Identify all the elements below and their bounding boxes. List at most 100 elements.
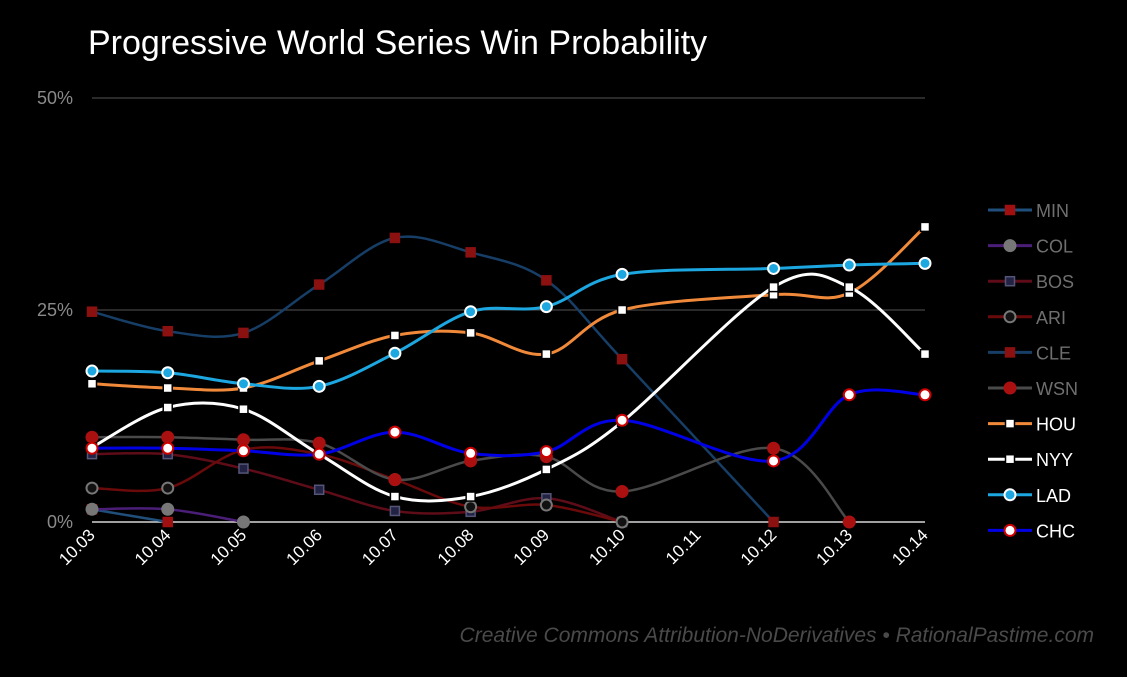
legend-label: LAD [1036,486,1071,506]
legend-marker [1004,204,1016,216]
data-point-lad [767,261,781,275]
legend-label: CHC [1036,521,1075,541]
data-point-nyy [162,402,173,413]
data-point-hou [162,382,173,394]
data-point-nyy [844,281,855,293]
data-point-wsn [236,433,250,447]
data-point-lad [464,305,478,319]
legend-marker [1003,488,1017,502]
x-tick-label: 10.07 [358,525,402,569]
data-point-bos [238,463,249,474]
legend-label: NYY [1036,450,1073,470]
data-point-lad [161,366,175,380]
data-point-cle [313,279,325,290]
x-tick-label: 10.05 [207,525,251,569]
y-tick-label: 0% [47,512,73,532]
data-point-cle [768,516,779,528]
y-axis-ticks: 0% 25% 50% [37,88,73,532]
legend-item-cle[interactable]: CLE [988,343,1071,363]
chart-title: Progressive World Series Win Probability [88,24,707,62]
legend-label: HOU [1036,415,1076,435]
x-tick-label: 10.13 [813,525,857,569]
data-point-bos [313,484,325,496]
data-point-lad [388,346,402,360]
x-tick-label: 10.08 [434,525,478,569]
credit-text: Creative Commons Attribution-NoDerivativ… [460,624,1094,647]
data-point-wsn [842,515,856,529]
legend[interactable]: MIN COL BOS ARI CLE WSN HOU NYY LAD CHC [988,201,1078,541]
legend-label: WSN [1036,379,1078,399]
data-point-chc [464,446,478,460]
series-lad [85,256,932,393]
legend-item-min[interactable]: MIN [988,201,1069,221]
series-line-nyy [91,272,926,503]
data-point-hou [86,378,98,390]
series-line-hou [91,225,926,392]
series-line-chc [91,388,926,463]
data-point-ari [539,498,553,512]
y-tick-label: 50% [37,88,73,108]
x-tick-label: 10.10 [585,525,629,569]
x-tick-label: 10.06 [282,525,326,569]
data-point-lad [236,377,250,391]
data-point-cle [162,325,173,337]
data-point-ari [615,515,629,529]
legend-item-wsn[interactable]: WSN [988,379,1078,399]
x-axis-ticks: 10.03 10.04 10.05 10.06 10.07 10.08 10.09 10.10… [55,525,932,569]
legend-marker [1004,453,1016,465]
data-point-chc [539,445,553,459]
data-point-chc [767,454,781,468]
series-line-bos [91,451,623,524]
data-point-wsn [161,430,175,444]
legend-label: MIN [1036,201,1069,221]
legend-item-ari[interactable]: ARI [988,308,1066,328]
data-point-chc [161,441,175,455]
data-point-hou [616,304,628,316]
legend-marker [1003,310,1017,324]
data-point-wsn [312,436,326,450]
data-point-nyy [768,281,779,293]
data-point-hou [541,348,552,360]
data-point-col [236,515,250,529]
data-point-chc [85,441,99,455]
data-point-chc [312,447,326,461]
data-point-lad [842,258,856,272]
series-line-ari [91,446,623,524]
legend-marker [1003,523,1017,537]
data-point-nyy [389,491,401,502]
data-point-hou [465,327,476,339]
y-tick-label: 25% [37,300,73,320]
data-point-cle [616,353,628,365]
data-point-wsn [388,473,402,487]
series-col [85,502,250,529]
data-point-hou [389,330,401,341]
legend-item-hou[interactable]: HOU [988,415,1076,435]
data-point-lad [918,256,932,270]
data-point-hou [313,355,325,367]
data-point-wsn [85,430,99,444]
series-lines [85,221,932,529]
data-point-min [162,516,173,528]
data-point-cle [389,232,401,244]
series-cle [86,232,779,528]
data-point-chc [615,413,629,427]
series-line-min [91,508,168,524]
data-point-nyy [465,491,476,502]
data-point-chc [236,444,250,458]
data-point-wsn [767,441,781,455]
data-point-chc [918,388,932,402]
legend-item-nyy[interactable]: NYY [988,450,1073,470]
data-point-lad [312,379,326,393]
data-point-lad [85,364,99,378]
legend-item-lad[interactable]: LAD [988,486,1071,506]
x-tick-label: 10.11 [662,525,705,568]
legend-item-col[interactable]: COL [988,237,1073,257]
legend-marker [1004,275,1016,287]
data-point-chc [842,388,856,402]
data-point-col [85,502,99,516]
legend-label: ARI [1036,308,1066,328]
legend-item-bos[interactable]: BOS [988,272,1074,292]
legend-item-chc[interactable]: CHC [988,521,1075,541]
data-point-ari [161,481,175,495]
